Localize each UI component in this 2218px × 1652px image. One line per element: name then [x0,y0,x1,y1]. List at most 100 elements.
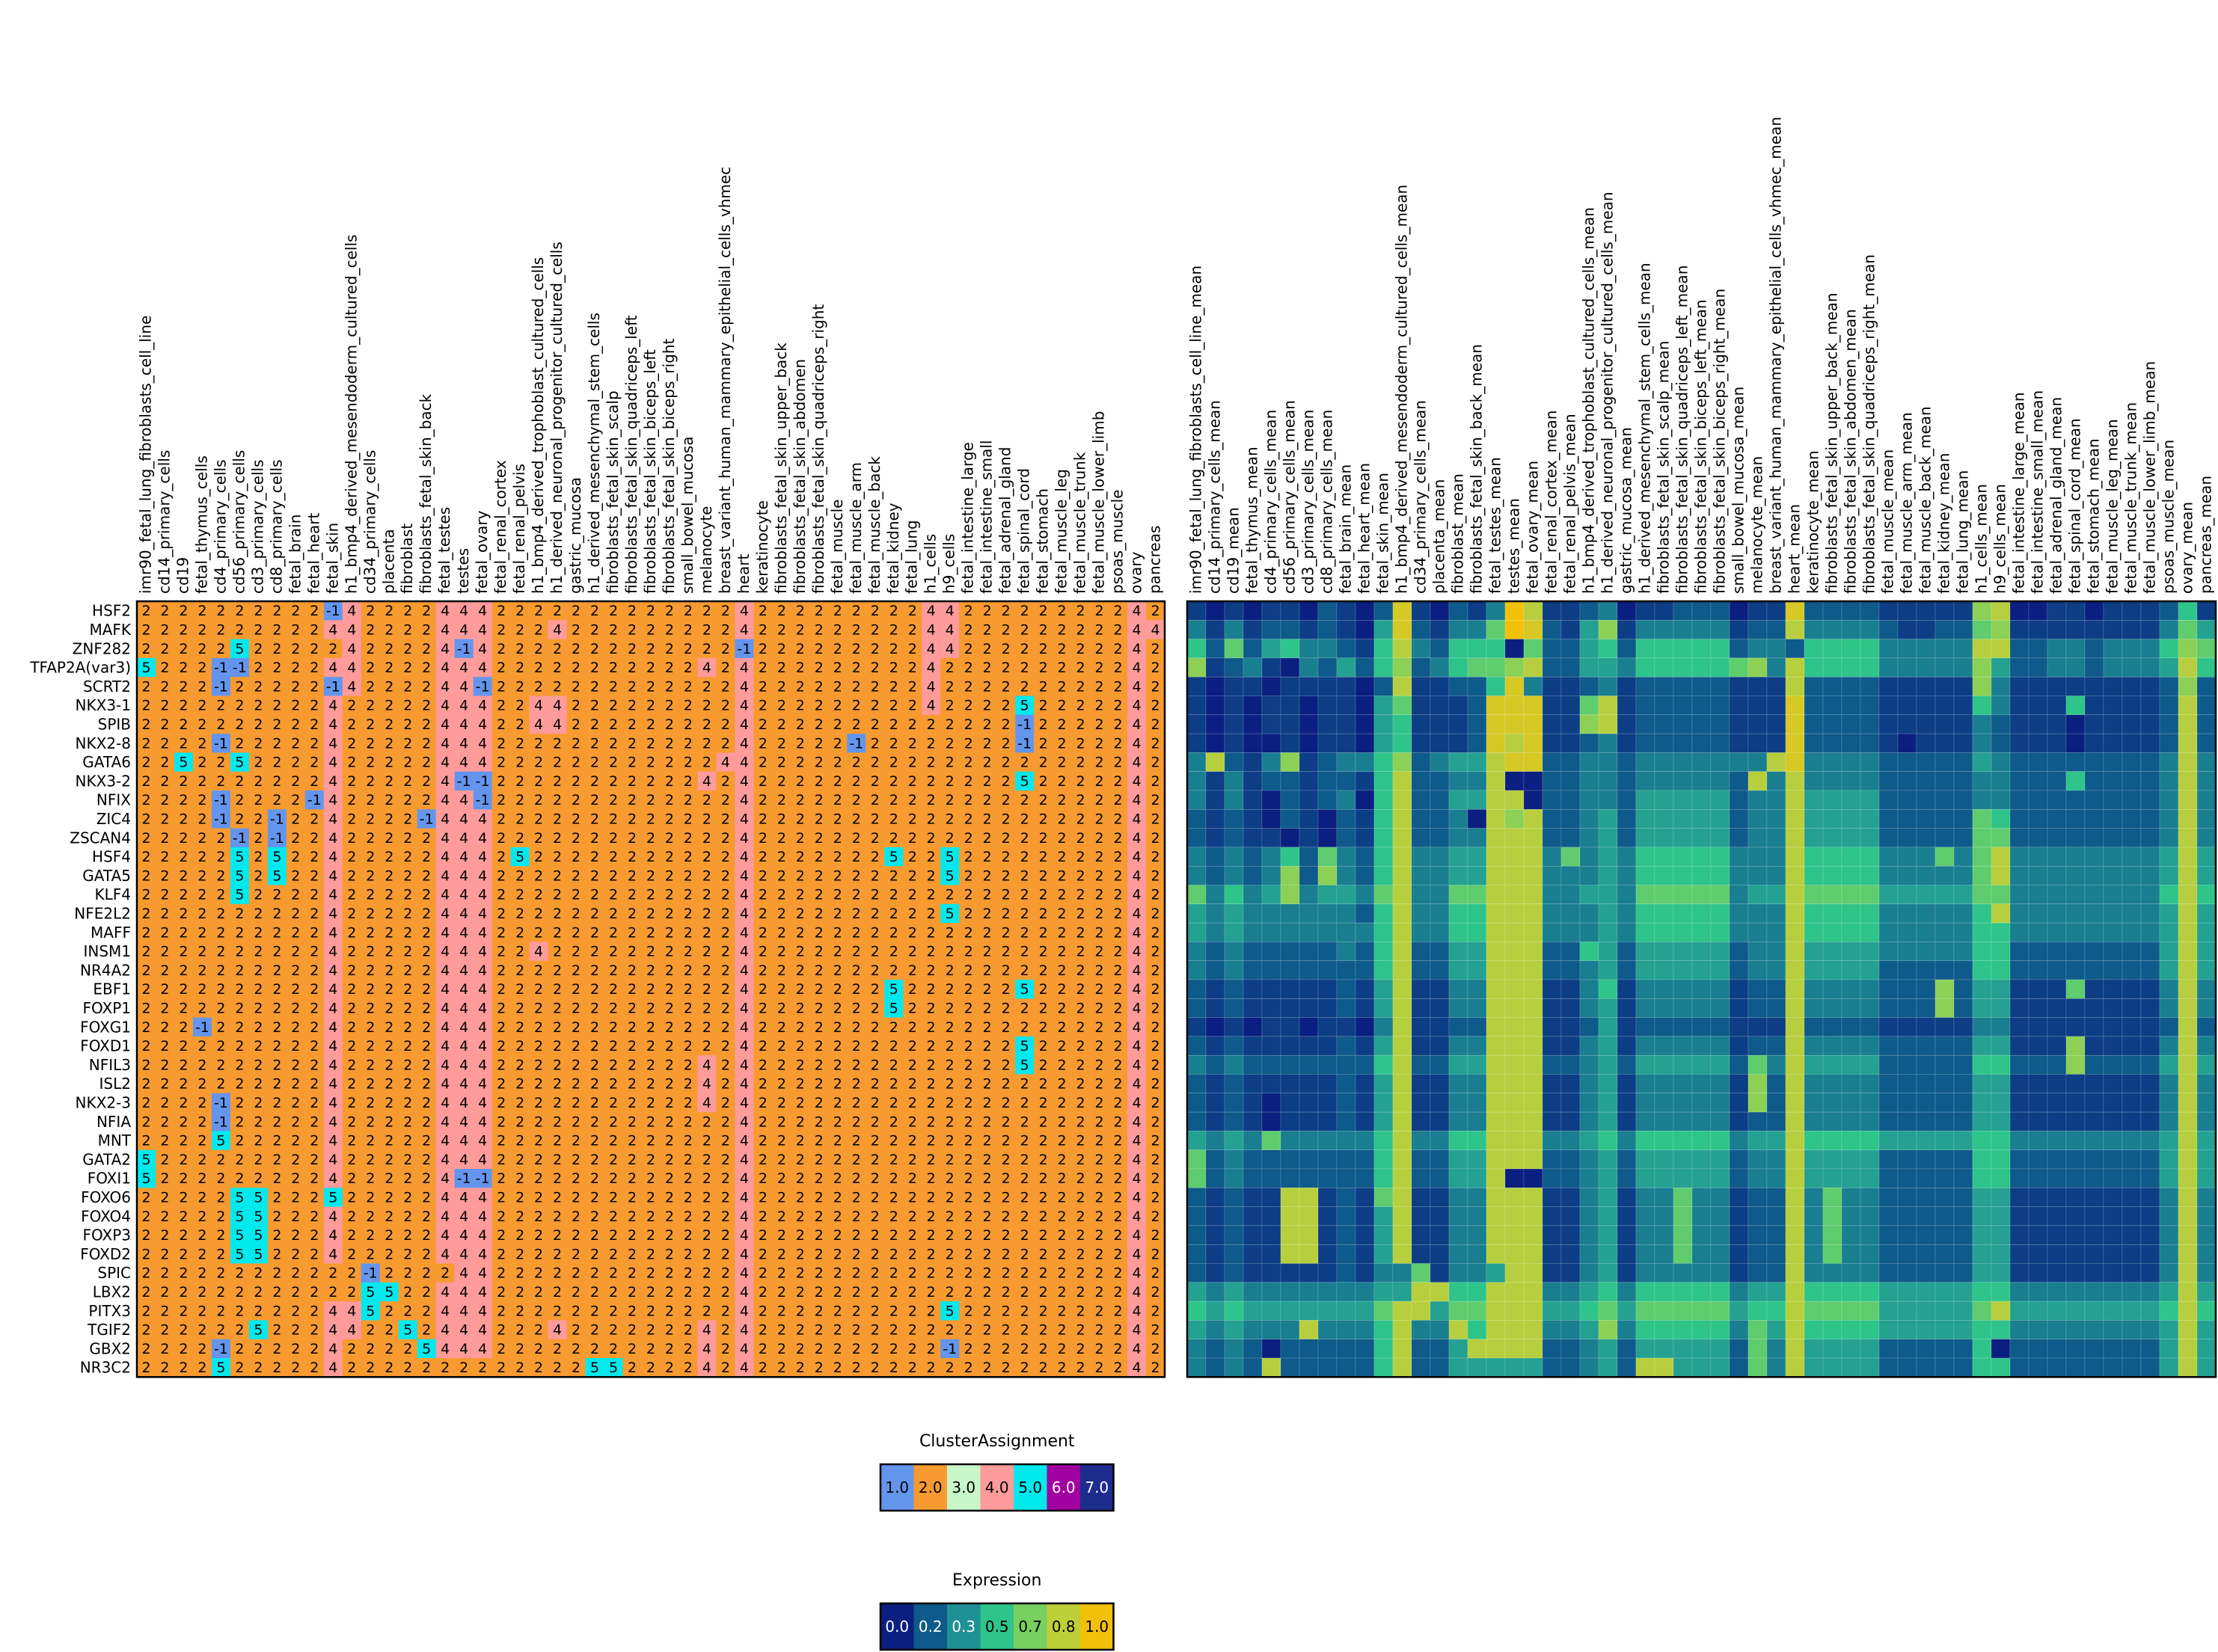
cell-value: 4 [459,678,468,695]
heatmap-cell [473,639,492,659]
cell-value: 2 [1020,1000,1029,1016]
cell-value: 2 [983,1076,992,1093]
cell-value: 2 [628,1019,637,1036]
cell-value: 2 [665,735,674,752]
cell-value: 2 [403,755,412,771]
heatmap-cell [1448,676,1468,696]
cell-value: 2 [515,1209,524,1225]
cell-value: 2 [1095,944,1104,960]
heatmap-cell [1355,601,1375,621]
cell-value: 2 [702,924,711,941]
cell-value: 4 [478,1303,487,1319]
cell-value: 2 [534,1076,543,1093]
cell-value: 2 [310,1209,319,1225]
cell-value: 2 [777,603,786,619]
heatmap-cell [2103,696,2123,716]
cell-value: 4 [347,603,356,619]
heatmap-cell [1317,657,1338,678]
cell-value: 4 [1132,1246,1141,1262]
cell-value: 4 [1132,716,1141,733]
cell-value: 2 [1002,1076,1011,1093]
cell-value: 2 [759,1152,768,1168]
cell-value: 2 [422,944,431,960]
cell-value: 2 [796,1246,805,1262]
cell-value: 2 [777,1170,786,1187]
cell-value: 2 [572,1000,580,1016]
cell-value: 2 [422,1057,431,1073]
cell-value: 2 [254,1076,263,1093]
cell-value: 2 [871,1189,880,1206]
cell-value: 2 [254,1170,263,1187]
heatmap-cell [1710,696,1730,716]
heatmap-cell [2178,601,2198,621]
cell-value: 2 [216,887,225,903]
cell-value: 2 [235,773,244,790]
cell-value: 2 [889,1189,898,1206]
cell-value: 2 [628,944,637,960]
cell-value: 2 [815,906,824,922]
cell-value: 4 [347,641,356,657]
cell-value: 2 [515,1000,524,1016]
cell-value: 2 [497,1360,506,1376]
cell-value: 4 [1132,1057,1141,1073]
cell-value: 2 [385,1076,393,1093]
heatmap-cell [1109,620,1128,639]
row-label: NFIL3 [89,1056,131,1074]
cell-value: 2 [646,1114,655,1130]
cell-value: 4 [1132,981,1141,998]
heatmap-cell [473,601,492,621]
cell-value: 4 [740,1152,749,1168]
column-label: cd19_mean [1225,507,1243,594]
heatmap-cell [1766,639,1786,659]
cell-value: 2 [272,1038,281,1054]
cell-value: 4 [478,1227,487,1244]
heatmap-cell [1747,696,1768,716]
column-label: ovary [1127,551,1145,594]
cell-value: 4 [740,1322,749,1339]
cell-value: 2 [310,1322,319,1339]
cell-value: 2 [721,641,730,657]
cell-value: 2 [1002,698,1011,714]
cell-value: 2 [403,1000,412,1016]
cell-value: -1 [214,792,228,808]
cell-value: 4 [441,1057,450,1073]
cell-value: 2 [160,1114,169,1130]
column-label: cd3_primary_cells [248,459,266,594]
cell-value: 2 [1002,792,1011,808]
cell-value: 2 [665,621,674,638]
cell-value: 5 [235,755,244,771]
cell-value: 2 [871,641,880,657]
cell-value: 2 [1058,698,1067,714]
heatmap-cell [1934,601,1955,621]
cell-value: 2 [291,1038,300,1054]
cell-value: 2 [609,773,618,790]
cell-value: 2 [347,849,356,865]
cell-value: 2 [1020,641,1029,657]
cell-value: 4 [478,906,487,922]
cell-value: 2 [141,1057,150,1073]
heatmap-cell [1430,696,1450,716]
heatmap-cell [940,601,960,621]
cell-value: 2 [1002,849,1011,865]
cell-value: -1 [214,1114,228,1130]
cell-value: 2 [385,735,393,752]
heatmap-cell [1617,696,1637,716]
cell-value: 2 [1020,1133,1029,1149]
cell-value: 2 [553,1000,562,1016]
column-label: fetal_brain [286,515,304,594]
heatmap-cell [1355,676,1375,696]
cell-value: 2 [852,1038,861,1054]
cell-value: 2 [1151,1019,1159,1036]
cell-value: 2 [141,924,150,941]
heatmap-cell [996,601,1016,621]
cell-value: 2 [796,887,805,903]
heatmap-cell [1579,696,1599,716]
cell-value: 2 [702,1133,711,1149]
cell-value: 2 [852,621,861,638]
cell-value: 2 [403,981,412,998]
heatmap-cell [1785,676,1805,696]
heatmap-cell [398,601,418,621]
heatmap-cell [1804,639,1824,659]
heatmap-cell [1860,657,1880,678]
cell-value: 4 [441,906,450,922]
